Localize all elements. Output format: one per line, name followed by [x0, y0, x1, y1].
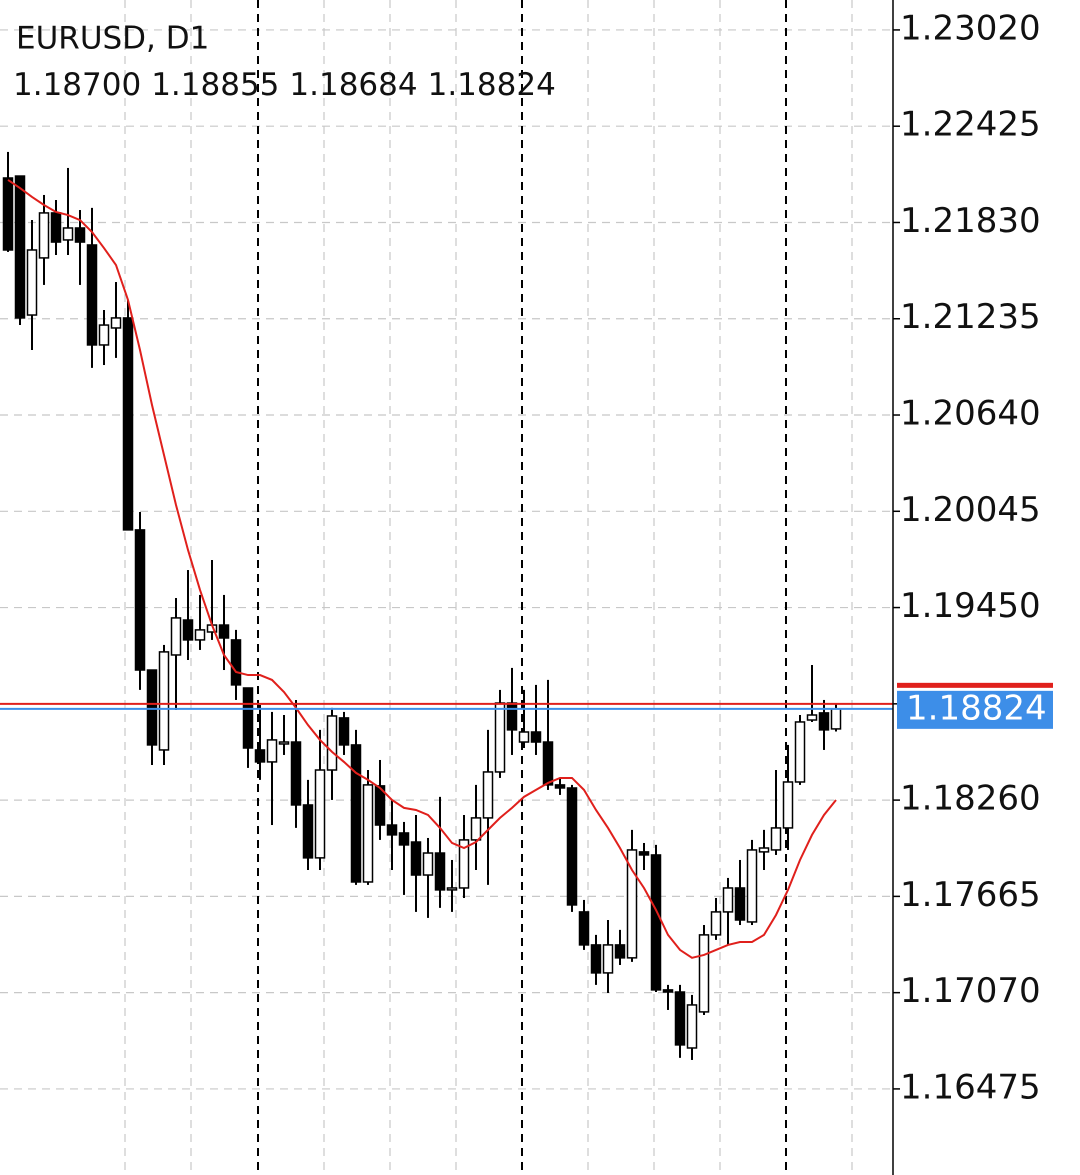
candle-body — [446, 887, 458, 891]
ohlc-header: 1.18700 1.18855 1.18684 1.18824 — [13, 67, 556, 103]
ohlc-value: 1.18700 — [13, 67, 141, 103]
y-tick-label: 1.18260 — [900, 779, 1041, 819]
candle-body — [2, 177, 14, 251]
y-tick-label: 1.21830 — [900, 201, 1041, 241]
candle-body — [122, 317, 134, 531]
candle-body — [194, 629, 206, 641]
candle-body — [602, 944, 614, 974]
y-tick-label: 1.23020 — [900, 8, 1041, 48]
candle-body — [338, 717, 350, 746]
candle-body — [566, 787, 578, 906]
candle-body — [626, 849, 638, 959]
candle-body — [50, 212, 62, 243]
candle-body — [830, 708, 842, 730]
candle-body — [722, 887, 734, 913]
candle-body — [182, 619, 194, 641]
candle-body — [674, 991, 686, 1046]
candle-body — [14, 175, 26, 319]
y-tick-label: 1.20640 — [900, 394, 1041, 434]
candle-body — [302, 804, 314, 859]
ohlc-value: 1.18824 — [428, 67, 556, 103]
candle-body — [98, 324, 110, 346]
candle-body — [326, 715, 338, 771]
candle-body — [266, 739, 278, 763]
y-tick-label: 1.20045 — [900, 490, 1041, 530]
candle-body — [686, 1004, 698, 1049]
candle-body — [494, 702, 506, 773]
candle-body — [410, 841, 422, 876]
candle-body — [590, 944, 602, 974]
candle-body — [374, 785, 386, 826]
candle-body — [578, 911, 590, 946]
y-tick-label: 1.16475 — [900, 1067, 1041, 1107]
candle-body — [74, 227, 86, 243]
candle-body — [482, 771, 494, 819]
y-tick-label: 1.21235 — [900, 297, 1041, 337]
y-tick-label: 1.19450 — [900, 586, 1041, 626]
candle-body — [86, 244, 98, 346]
candle-body — [170, 617, 182, 656]
candle-body — [638, 851, 650, 856]
candle-body — [698, 934, 710, 1013]
y-tick-label: 1.17665 — [900, 875, 1041, 915]
candle-body — [62, 227, 74, 241]
candle-body — [362, 784, 374, 883]
candle-body — [746, 849, 758, 923]
candle-body — [26, 249, 38, 316]
candle-body — [230, 639, 242, 686]
candle-body — [278, 741, 290, 745]
candle-body — [314, 769, 326, 859]
y-tick-label: 1.17070 — [900, 971, 1041, 1011]
candle-body — [434, 852, 446, 891]
candle-body — [818, 712, 830, 731]
candle-body — [554, 784, 566, 789]
candle-body — [110, 317, 122, 329]
y-tick-label: 1.22425 — [900, 105, 1041, 145]
ohlc-value: 1.18684 — [289, 67, 417, 103]
candle-body — [614, 944, 626, 959]
candle-body — [242, 687, 254, 749]
candle-body — [422, 852, 434, 876]
price-axis-labels: 1.23020 1.22425 1.21830 1.21235 1.20640 1.200… — [893, 8, 1053, 1107]
candle-body — [542, 741, 554, 786]
plot — [0, 151, 893, 1060]
ask-tag — [897, 682, 1053, 688]
candle-body — [782, 781, 794, 829]
bid-tag — [897, 690, 1053, 729]
candle-body — [146, 669, 158, 746]
candle-body — [386, 824, 398, 836]
candle-body — [518, 731, 530, 743]
candle-body — [770, 827, 782, 851]
moving-average — [7, 179, 837, 959]
ohlc-value: 1.18855 — [151, 67, 279, 103]
candle-body — [734, 887, 746, 921]
candle-body — [218, 624, 230, 639]
candle-body — [710, 911, 722, 936]
candle-body — [134, 529, 146, 671]
candle-body — [758, 847, 770, 853]
bid-label: 1.18824 — [906, 688, 1047, 728]
candle-body — [662, 989, 674, 993]
candle-body — [38, 212, 50, 259]
candle-body — [158, 651, 170, 751]
symbol-title: EURUSD, D1 — [16, 21, 209, 57]
candle-body — [350, 744, 362, 883]
candle-body — [470, 817, 482, 841]
candle-body — [506, 702, 518, 731]
candle-body — [458, 839, 470, 889]
candle-body — [650, 854, 662, 991]
candle-body — [398, 832, 410, 846]
candle-body — [254, 749, 266, 763]
candle-body — [290, 741, 302, 806]
candle-body — [530, 731, 542, 743]
candle-body — [794, 721, 806, 783]
candle-body — [806, 714, 818, 721]
